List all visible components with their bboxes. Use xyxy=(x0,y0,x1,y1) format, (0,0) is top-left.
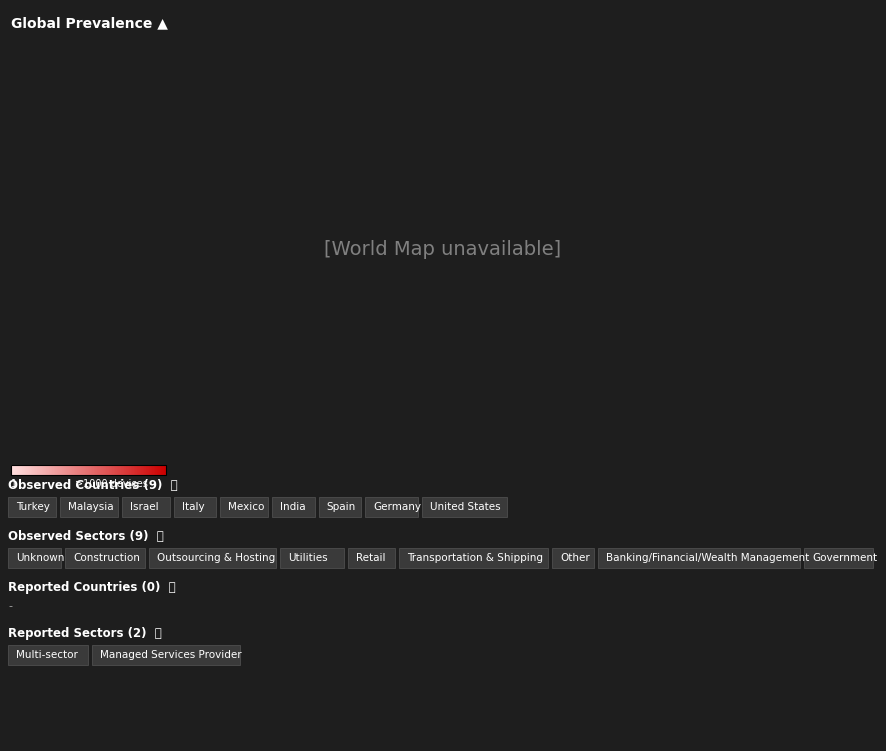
Text: Observed Countries (9)  ⓘ: Observed Countries (9) ⓘ xyxy=(8,479,177,492)
Text: Observed Sectors (9)  ⓘ: Observed Sectors (9) ⓘ xyxy=(8,530,164,543)
Text: Reported Countries (0)  ⓘ: Reported Countries (0) ⓘ xyxy=(8,581,175,594)
Text: Spain: Spain xyxy=(327,502,356,512)
Text: India: India xyxy=(280,502,306,512)
Text: Utilities: Utilities xyxy=(288,553,328,563)
Text: [World Map unavailable]: [World Map unavailable] xyxy=(324,240,562,259)
Text: 1: 1 xyxy=(11,479,17,489)
FancyBboxPatch shape xyxy=(400,548,548,568)
FancyBboxPatch shape xyxy=(8,497,56,517)
FancyBboxPatch shape xyxy=(365,497,418,517)
Text: Transportation & Shipping: Transportation & Shipping xyxy=(408,553,543,563)
FancyBboxPatch shape xyxy=(174,497,216,517)
FancyBboxPatch shape xyxy=(122,497,170,517)
Text: Germany: Germany xyxy=(373,502,422,512)
Text: Unknown: Unknown xyxy=(16,553,65,563)
FancyBboxPatch shape xyxy=(347,548,395,568)
Text: Retail: Retail xyxy=(355,553,385,563)
Text: -: - xyxy=(8,601,12,611)
Text: Construction: Construction xyxy=(74,553,140,563)
FancyBboxPatch shape xyxy=(552,548,595,568)
FancyBboxPatch shape xyxy=(804,548,873,568)
FancyBboxPatch shape xyxy=(280,548,344,568)
FancyBboxPatch shape xyxy=(423,497,508,517)
Text: Government: Government xyxy=(812,553,877,563)
FancyBboxPatch shape xyxy=(272,497,315,517)
Text: Malaysia: Malaysia xyxy=(68,502,113,512)
FancyBboxPatch shape xyxy=(599,548,800,568)
FancyBboxPatch shape xyxy=(65,548,144,568)
Text: Other: Other xyxy=(560,553,590,563)
FancyBboxPatch shape xyxy=(91,645,240,665)
FancyBboxPatch shape xyxy=(8,645,88,665)
FancyBboxPatch shape xyxy=(8,548,61,568)
Text: Global Prevalence ▲: Global Prevalence ▲ xyxy=(11,17,167,31)
Text: United States: United States xyxy=(431,502,501,512)
FancyBboxPatch shape xyxy=(59,497,118,517)
Text: Managed Services Provider: Managed Services Provider xyxy=(99,650,241,660)
Text: Turkey: Turkey xyxy=(16,502,50,512)
Text: Outsourcing & Hosting: Outsourcing & Hosting xyxy=(157,553,275,563)
FancyBboxPatch shape xyxy=(149,548,276,568)
FancyBboxPatch shape xyxy=(319,497,361,517)
Text: Italy: Italy xyxy=(182,502,205,512)
Text: Multi-sector: Multi-sector xyxy=(16,650,78,660)
Text: Banking/Financial/Wealth Management: Banking/Financial/Wealth Management xyxy=(607,553,810,563)
FancyBboxPatch shape xyxy=(221,497,268,517)
Text: Mexico: Mexico xyxy=(229,502,265,512)
Text: >1000 devices: >1000 devices xyxy=(75,479,148,489)
Text: Israel: Israel xyxy=(130,502,159,512)
Text: Reported Sectors (2)  ⓘ: Reported Sectors (2) ⓘ xyxy=(8,627,162,640)
